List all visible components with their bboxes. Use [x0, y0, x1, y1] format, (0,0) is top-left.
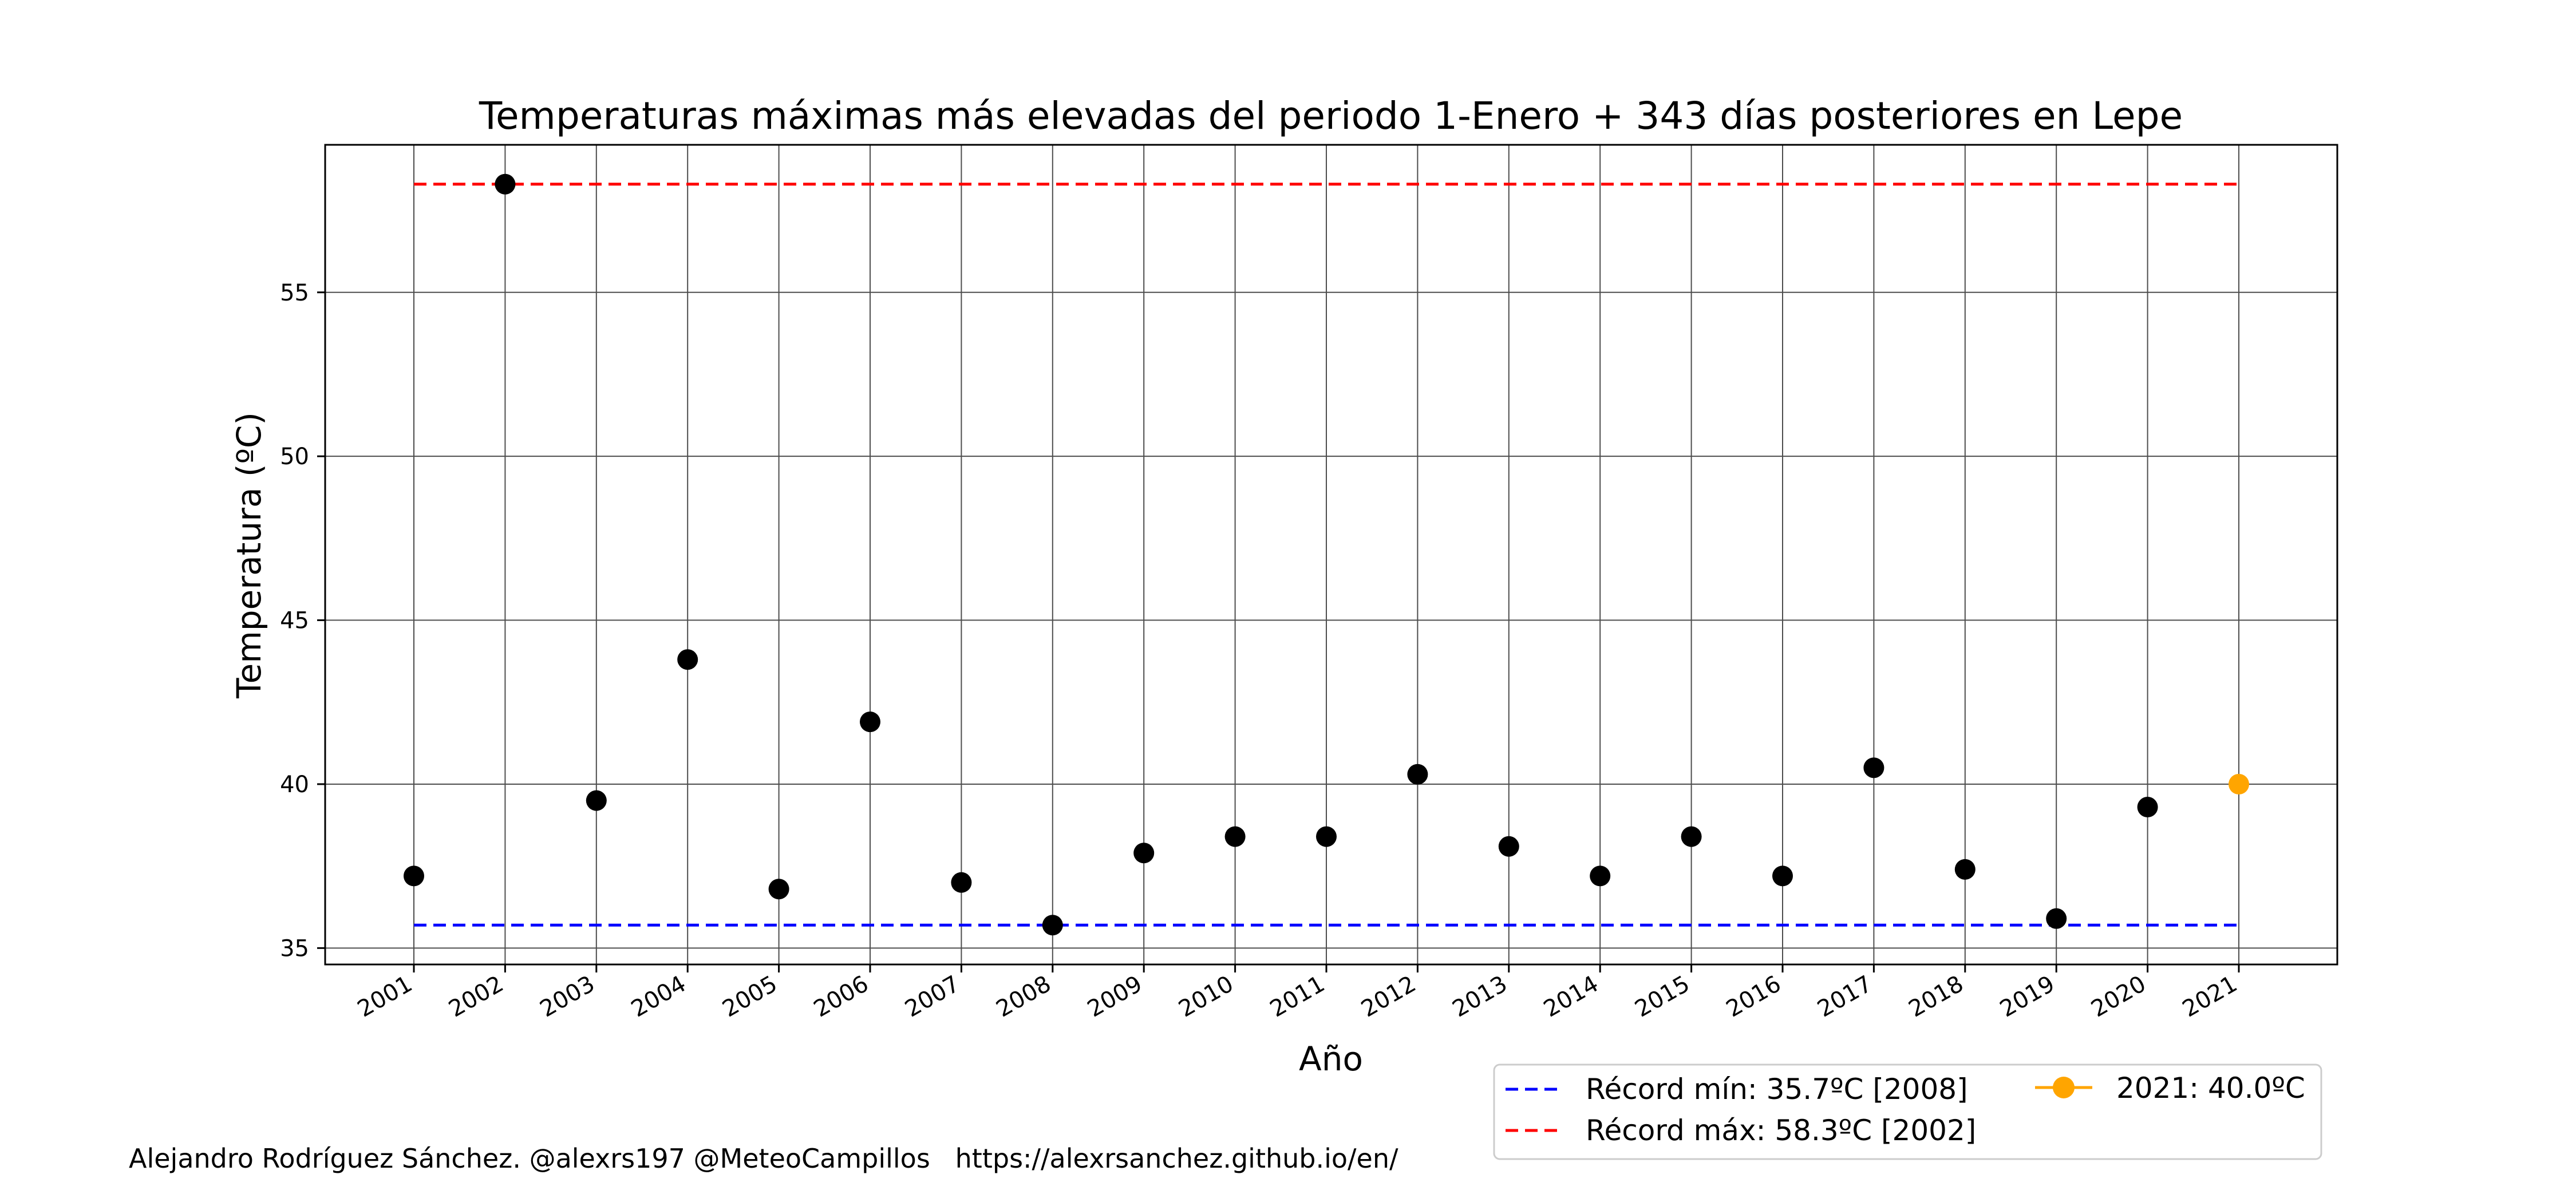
x-tick-label: 2017: [1813, 971, 1876, 1023]
y-axis: 35 40 45 50 55: [280, 280, 325, 962]
y-tick-label: 55: [280, 280, 309, 306]
data-point: [1681, 826, 1702, 847]
y-tick-label: 50: [280, 444, 309, 470]
data-point-current-year: [2229, 773, 2249, 794]
data-point: [951, 872, 972, 893]
x-tick-label: 2003: [536, 971, 599, 1023]
x-tick-label: 2007: [900, 971, 964, 1023]
x-tick-label: 2002: [444, 971, 508, 1023]
data-points: [404, 173, 2249, 936]
plot-area: [324, 144, 2338, 966]
chart-title: Temperaturas máximas más elevadas del pe…: [479, 94, 2183, 138]
x-tick-label: 2006: [809, 971, 873, 1023]
data-point: [1954, 859, 1976, 880]
legend: Récord mín: 35.7ºC [2008] Récord máx: 58…: [1493, 1063, 2322, 1160]
data-point: [2046, 908, 2067, 929]
data-point: [768, 879, 789, 900]
x-axis-label: Año: [1299, 1039, 1363, 1078]
legend-record-max-label: Récord máx: 58.3ºC [2002]: [1586, 1114, 1976, 1147]
legend-current-label: 2021: 40.0ºC: [2116, 1071, 2305, 1105]
legend-current-marker: [2053, 1077, 2075, 1098]
x-tick-label: 2020: [2087, 971, 2150, 1023]
x-tick-label: 2005: [718, 971, 781, 1023]
data-point: [1133, 843, 1155, 864]
x-tick-label: 2018: [1905, 971, 1968, 1023]
legend-box: [1493, 1063, 2322, 1160]
data-point: [1042, 915, 1063, 936]
x-tick-label: 2010: [1174, 971, 1238, 1023]
data-point: [1316, 826, 1337, 847]
x-tick-label: 2004: [627, 971, 690, 1023]
record-lines: [414, 183, 2239, 927]
x-tick-label: 2019: [1996, 971, 2059, 1023]
data-point: [404, 865, 424, 887]
data-point: [1224, 826, 1246, 847]
data-point: [1863, 757, 1884, 778]
x-tick-label: 2008: [992, 971, 1056, 1023]
y-tick-label: 35: [280, 935, 309, 962]
data-point: [1590, 865, 1611, 887]
grid: [325, 145, 2337, 964]
y-axis-label: Temperatura (ºC): [230, 412, 268, 699]
x-tick-label: 2001: [353, 971, 417, 1023]
data-point: [1498, 836, 1519, 857]
legend-record-min-label: Récord mín: 35.7ºC [2008]: [1586, 1073, 1968, 1106]
x-tick-label: 2009: [1083, 971, 1147, 1023]
data-point: [1407, 764, 1428, 785]
x-tick-label: 2013: [1448, 971, 1512, 1023]
y-tick-label: 40: [280, 772, 309, 798]
data-point: [677, 649, 698, 670]
credit-text: Alejandro Rodríguez Sánchez. @alexrs197 …: [129, 1143, 1398, 1174]
x-axis: 2001 2002 2003 2004 2005 2006 2007 2008 2009 2010…: [353, 964, 2242, 1023]
data-point: [1772, 865, 1793, 887]
x-tick-label: 2012: [1357, 971, 1420, 1023]
x-tick-label: 2016: [1722, 971, 1785, 1023]
y-tick-label: 45: [280, 608, 309, 634]
x-tick-label: 2011: [1266, 971, 1329, 1023]
data-point: [860, 711, 880, 733]
x-tick-label: 2014: [1539, 971, 1603, 1023]
x-tick-label: 2015: [1630, 971, 1694, 1023]
data-point: [2137, 797, 2158, 818]
data-point: [586, 790, 607, 811]
x-tick-label: 2021: [2178, 971, 2242, 1023]
data-point: [495, 173, 516, 195]
